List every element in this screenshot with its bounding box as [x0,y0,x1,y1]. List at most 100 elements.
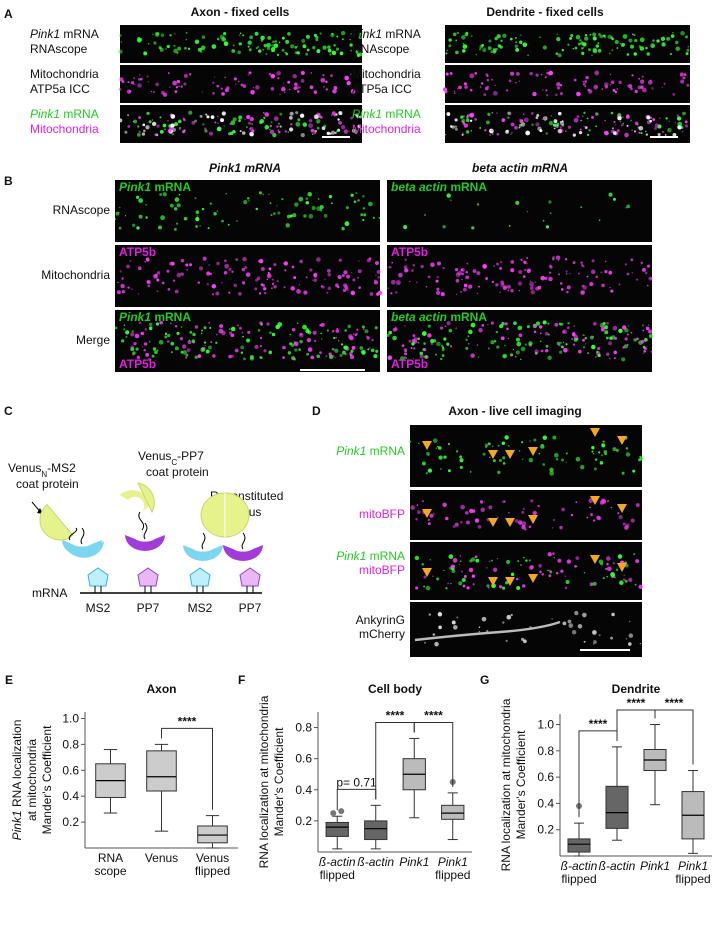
text-part: mRNA [32,586,67,600]
signal-dot [602,577,605,580]
signal-dot [291,265,295,269]
signal-dot [200,332,203,335]
signal-dot [359,32,362,35]
signal-dot [569,36,573,40]
mito-label: mitoBFP [359,563,405,577]
signal-dot [631,271,634,274]
signal-dot [310,129,313,132]
signal-dot [419,351,424,356]
signal-dot [188,73,192,76]
chart-title: Cell body [368,682,422,696]
signal-dot [502,283,504,286]
signal-dot [270,86,275,91]
text-part: RNA localization [10,720,24,811]
signal-dot [461,35,466,40]
label: RNAscope [30,42,88,56]
signal-dot [478,328,483,333]
signal-dot [330,202,333,205]
label: Mitochondria [30,67,99,81]
signal-dot [151,121,157,127]
signal-dot [266,273,272,279]
signal-dot [313,90,318,94]
signal-dot [555,255,561,260]
signal-dot [644,338,648,342]
signal-dot [276,125,279,128]
signal-dot [672,92,676,96]
signal-dot [391,261,394,264]
signal-dot [132,223,136,227]
signal-dot [373,280,379,285]
signal-dot [179,126,181,129]
signal-dot [336,130,339,133]
signal-dot [542,219,545,222]
signal-dot [316,119,321,124]
signal-dot [421,331,427,336]
signal-dot [562,621,567,626]
signal-dot [633,34,636,37]
signal-dot [684,124,689,128]
signal-dot [416,504,419,506]
signal-dot [291,327,296,332]
signal-dot [510,71,515,76]
signal-dot [174,197,180,202]
signal-dot [587,133,590,136]
signal-dot [506,327,509,331]
signal-dot [388,330,393,335]
signal-dot [507,337,509,340]
signal-dot [118,87,122,91]
signal-dot [638,125,644,131]
signal-dot [492,90,498,96]
signal-dot [582,346,586,349]
signal-dot [436,577,440,581]
signal-dot [477,524,482,529]
signal-dot [238,115,243,120]
text-part: Pink1 [30,107,60,121]
signal-dot [235,83,237,85]
signal-dot [633,130,637,133]
signal-dot [295,111,299,115]
signal-dot [638,458,642,462]
signal-dot [437,612,443,617]
signal-dot [192,332,196,337]
signal-dot [669,52,673,56]
signal-dot [323,85,325,88]
signal-dot [682,76,686,80]
signal-dot [578,42,581,46]
signal-dot [507,289,510,292]
signal-dot [133,119,138,124]
signal-dot [611,612,615,617]
micrograph [115,180,380,242]
signal-dot [645,133,649,136]
signal-dot [335,329,340,333]
signal-dot [146,279,152,285]
signal-dot [230,333,235,338]
signal-dot [332,88,337,94]
signal-dot [313,278,317,282]
signal-dot [284,130,287,133]
signal-dot [488,560,491,563]
signal-dot [532,510,537,516]
signal-dot [330,130,336,135]
signal-dot [487,347,490,350]
signal-dot [199,114,203,118]
signal-dot [359,127,362,131]
signal-dot [628,38,633,43]
signal-dot [565,580,570,584]
signal-dot [614,337,618,340]
signal-dot [481,43,484,47]
signal-dot [174,346,179,351]
signal-dot [598,634,601,637]
signal-dot [276,205,278,207]
signal-dot [354,131,358,135]
signal-dot [468,343,470,345]
signal-dot [444,90,448,94]
signal-dot [642,87,647,93]
signal-dot [676,116,682,121]
chart-title: Axon [147,682,177,696]
signal-dot [461,118,466,123]
text-part: Mitochondria [352,67,421,81]
signal-dot [164,128,166,131]
signal-dot [593,322,597,326]
signal-dot [299,339,303,344]
label: Mitochondria [30,122,99,136]
